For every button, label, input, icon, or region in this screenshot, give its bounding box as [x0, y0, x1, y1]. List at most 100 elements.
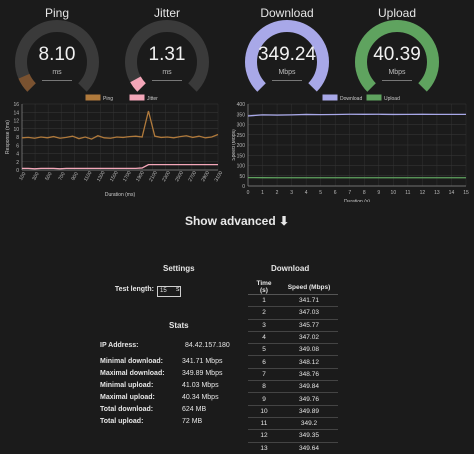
stat-label: Maximal upload:: [100, 394, 182, 401]
stat-value: 349.89 Mbps: [182, 370, 222, 377]
gauge-upload: Upload 40.39 Mbps: [342, 0, 452, 96]
y-tick-label: 0: [242, 184, 245, 190]
y-tick-label: 0: [16, 168, 19, 174]
x-tick-label: 4: [305, 190, 308, 196]
speed-cell: 347.02: [280, 331, 338, 343]
gauge-title: Ping: [2, 6, 112, 20]
gauge-title: Download: [232, 6, 342, 20]
x-tick-label: 2500: [174, 170, 185, 183]
legend-swatch: [367, 95, 381, 100]
time-cell: 9: [248, 393, 280, 405]
gauge-fill: [24, 76, 32, 87]
series-line-download: [248, 114, 466, 116]
gauge-unit: Mbps: [232, 69, 342, 76]
x-tick-label: 1700: [122, 170, 133, 183]
x-tick-label: 2300: [161, 170, 172, 183]
y-tick-label: 100: [237, 164, 246, 170]
stat-value: 40.34 Mbps: [182, 394, 219, 401]
x-axis-label: Duration (ms): [105, 192, 136, 198]
gauge-divider: [42, 80, 72, 81]
speed-cell: 348.12: [280, 356, 338, 368]
y-tick-label: 300: [237, 123, 246, 129]
time-cell: 1: [248, 295, 280, 307]
stat-label: Minimal download:: [100, 358, 182, 365]
x-tick-label: 2700: [187, 170, 198, 183]
gauge-divider: [152, 80, 182, 81]
x-tick-label: 12: [420, 190, 426, 196]
y-axis-label: Speed (Mbps): [232, 129, 237, 161]
stat-value: 341.71 Mbps: [182, 358, 222, 365]
x-tick-label: 900: [70, 171, 79, 181]
col-header-speed: Speed (Mbps): [280, 280, 338, 295]
time-cell: 11: [248, 417, 280, 429]
x-tick-label: 8: [363, 190, 366, 196]
x-tick-label: 1100: [83, 170, 94, 183]
x-tick-label: 15: [463, 190, 469, 196]
gauge-unit: Mbps: [342, 69, 452, 76]
series-line-ping: [22, 111, 218, 139]
speed-cell: 349.08: [280, 344, 338, 356]
x-tick-label: 14: [449, 190, 455, 196]
x-tick-label: 700: [57, 171, 66, 181]
legend-label: Download: [340, 96, 362, 102]
gauge-value: 8.10: [2, 44, 112, 66]
x-tick-label: 10: [391, 190, 397, 196]
legend-label: Jitter: [147, 96, 158, 102]
settings-title: Settings: [163, 264, 195, 273]
gauge-value: 1.31: [112, 44, 222, 66]
x-tick-label: 1: [261, 190, 264, 196]
y-axis-label: Response (ms): [5, 120, 11, 154]
y-tick-label: 8: [16, 135, 19, 141]
time-cell: 8: [248, 381, 280, 393]
gauge-title: Upload: [342, 6, 452, 20]
y-tick-label: 350: [237, 112, 246, 118]
legend-swatch: [323, 95, 337, 100]
x-tick-label: 500: [44, 171, 53, 181]
x-tick-label: 2: [276, 190, 279, 196]
test-length-label: Test length:: [100, 286, 154, 293]
time-cell: 2: [248, 307, 280, 319]
y-tick-label: 200: [237, 143, 246, 149]
y-tick-label: 16: [13, 102, 19, 108]
download-table-title: Download: [271, 264, 309, 273]
speed-cell: 349.89: [280, 405, 338, 417]
y-tick-label: 400: [237, 102, 246, 108]
stat-label: Total download:: [100, 406, 182, 413]
y-tick-label: 50: [239, 174, 245, 180]
x-tick-label: 1300: [96, 170, 107, 183]
x-tick-label: 3: [290, 190, 293, 196]
show-advanced-toggle[interactable]: Show advanced ⬇: [0, 214, 474, 228]
x-axis-label: Duration (s): [344, 199, 370, 202]
stat-label: Total upload:: [100, 418, 182, 425]
y-tick-label: 12: [13, 119, 19, 125]
stats-title: Stats: [169, 321, 189, 330]
legend-swatch: [130, 95, 144, 100]
time-cell: 4: [248, 331, 280, 343]
time-cell: 7: [248, 368, 280, 380]
time-cell: 6: [248, 356, 280, 368]
time-cell: 10: [248, 405, 280, 417]
stat-value: 72 MB: [182, 418, 202, 425]
x-tick-label: 0: [247, 190, 250, 196]
gauge-value: 40.39: [342, 44, 452, 66]
speed-cell: 349.35: [280, 430, 338, 442]
x-tick-label: 2900: [200, 170, 211, 183]
x-tick-label: 300: [31, 171, 40, 181]
speed-cell: 347.03: [280, 307, 338, 319]
y-tick-label: 150: [237, 153, 246, 159]
time-cell: 12: [248, 430, 280, 442]
legend-label: Upload: [384, 96, 400, 102]
x-tick-label: 7: [348, 190, 351, 196]
test-length-unit: s: [176, 286, 180, 293]
x-tick-label: 1500: [109, 170, 120, 183]
